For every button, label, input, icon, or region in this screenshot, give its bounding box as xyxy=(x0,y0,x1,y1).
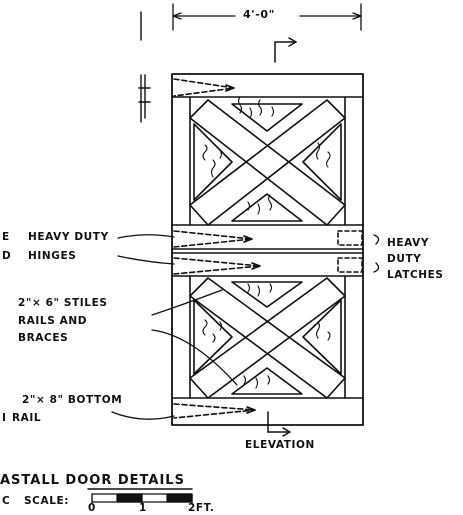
width-dimension xyxy=(172,3,362,31)
bottom-rail-label-line1: 2"× 8" BOTTOM xyxy=(22,394,123,406)
scale-tick-0: 0 xyxy=(88,502,96,514)
drawing-title: ASTALL DOOR DETAILS xyxy=(0,473,185,488)
lower-panel xyxy=(171,275,364,419)
elevation-label: ELEVATION xyxy=(245,439,315,451)
stiles-label-line3: BRACES xyxy=(18,332,69,344)
scale-tick-2: 2FT. xyxy=(188,502,215,514)
wood-grain-marks xyxy=(202,96,331,389)
bottom-rail-label-line2: RAIL xyxy=(12,412,42,424)
scale-fragment: C xyxy=(2,495,11,507)
hinges-fragment-a: E xyxy=(2,231,10,243)
section-marker-top xyxy=(274,37,297,63)
latches-label-line2: DUTY xyxy=(387,253,422,265)
hinges-label-line2: HINGES xyxy=(28,250,77,262)
leader-lines xyxy=(111,234,380,420)
hinge-rail-zone xyxy=(171,230,364,277)
latches-label-line1: HEAVY xyxy=(387,237,430,249)
scale-label: SCALE: xyxy=(24,495,70,507)
graphic-scale xyxy=(91,493,193,505)
wall-lines xyxy=(138,11,151,123)
stiles-label-line1: 2"× 6" STILES xyxy=(18,297,108,309)
stiles-label-line2: RAILS AND xyxy=(18,315,88,327)
hinges-fragment-b: D xyxy=(2,250,12,262)
width-dimension-label: 4'-0" xyxy=(243,8,275,21)
hinges-label-line1: HEAVY DUTY xyxy=(28,231,109,243)
section-marker-bottom xyxy=(267,411,291,437)
upper-panel xyxy=(171,78,364,226)
scale-tick-1: 1 xyxy=(139,502,147,514)
latches-label-line3: LATCHES xyxy=(387,269,444,281)
bottom-rail-fragment: I xyxy=(2,412,7,424)
